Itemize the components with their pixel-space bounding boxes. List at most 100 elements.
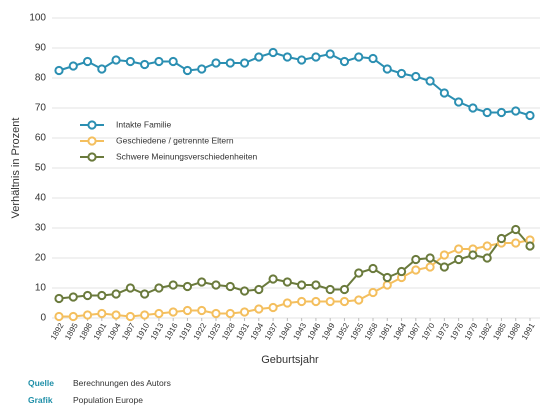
y-tick-label: 0 xyxy=(40,313,46,324)
x-tick-label: 1964 xyxy=(391,321,408,341)
data-point xyxy=(454,254,464,265)
data-point xyxy=(297,280,307,290)
data-point xyxy=(168,307,178,317)
data-point xyxy=(482,241,492,251)
data-point xyxy=(496,233,507,244)
data-point xyxy=(482,253,492,263)
x-tick-label: 1961 xyxy=(377,321,394,341)
x-tick-label: 1946 xyxy=(306,321,323,341)
x-tick-label: 1952 xyxy=(334,321,351,341)
data-point xyxy=(111,55,121,65)
data-point xyxy=(411,254,421,265)
x-tick-label: 1955 xyxy=(349,321,366,341)
data-point xyxy=(182,281,193,292)
data-point xyxy=(282,277,292,287)
legend-label: Intakte Familie xyxy=(116,119,172,129)
data-point xyxy=(368,53,378,64)
data-point xyxy=(339,284,350,295)
data-point xyxy=(339,296,350,307)
x-tick-label: 1958 xyxy=(363,321,380,341)
data-point xyxy=(411,71,421,82)
x-tick-label: 1928 xyxy=(220,321,237,341)
y-tick-label: 100 xyxy=(29,13,46,24)
data-point xyxy=(68,61,78,71)
x-tick-label: 1991 xyxy=(520,321,537,341)
x-tick-label: 1940 xyxy=(277,321,294,341)
data-point xyxy=(368,287,378,298)
x-tick-label: 1925 xyxy=(206,321,223,341)
x-tick-label: 1979 xyxy=(463,321,480,341)
data-point xyxy=(511,224,521,235)
x-tick-label: 1898 xyxy=(77,321,94,341)
x-tick-label: 1967 xyxy=(406,321,423,341)
legend-marker xyxy=(87,120,97,130)
data-point xyxy=(111,289,121,299)
footer-text: Berechnungen des Autors xyxy=(73,378,171,388)
y-tick-label: 60 xyxy=(35,133,47,144)
data-point xyxy=(325,284,335,295)
data-point xyxy=(311,296,321,307)
footer-row: Grafik Population Europe xyxy=(28,395,143,405)
data-point xyxy=(425,253,435,263)
legend-marker xyxy=(87,136,97,146)
data-point xyxy=(396,68,407,79)
data-point xyxy=(268,274,278,284)
data-point xyxy=(254,304,264,314)
data-point xyxy=(225,58,235,68)
x-tick-label: 1919 xyxy=(177,321,194,341)
data-point xyxy=(111,310,121,320)
x-tick-label: 1922 xyxy=(192,321,209,341)
x-tick-label: 1970 xyxy=(420,321,437,341)
data-point xyxy=(197,277,207,287)
data-point xyxy=(439,250,449,260)
data-point xyxy=(211,280,221,290)
y-tick-label: 70 xyxy=(35,103,47,114)
data-point xyxy=(297,55,307,65)
x-tick-label: 1916 xyxy=(163,321,180,341)
data-point xyxy=(125,311,135,322)
data-point xyxy=(125,283,135,293)
y-tick-label: 40 xyxy=(35,193,47,204)
data-point xyxy=(425,76,435,86)
y-tick-label: 30 xyxy=(35,223,47,234)
x-tick-label: 1943 xyxy=(292,321,309,341)
data-point xyxy=(525,241,535,251)
data-point xyxy=(382,280,392,290)
data-point xyxy=(97,308,107,319)
data-point xyxy=(354,52,364,62)
data-point xyxy=(297,296,307,307)
x-tick-label: 1901 xyxy=(92,321,109,341)
data-point xyxy=(325,49,335,59)
data-point xyxy=(311,280,321,290)
x-tick-label: 1892 xyxy=(49,321,66,341)
data-point xyxy=(311,52,321,62)
series-line xyxy=(58,51,531,117)
data-point xyxy=(82,310,93,320)
data-point xyxy=(468,250,478,260)
legend-label: Geschiedene / getrennte Eltern xyxy=(116,135,234,145)
footer-key: Grafik xyxy=(28,395,53,405)
x-tick-label: 1904 xyxy=(106,321,123,341)
x-tick-label: 1988 xyxy=(506,321,523,341)
data-point xyxy=(225,281,235,292)
series-line xyxy=(58,228,531,300)
data-point xyxy=(54,65,64,76)
x-axis-label: Geburtsjahr xyxy=(261,354,319,366)
data-point xyxy=(268,302,278,313)
data-point xyxy=(411,265,421,275)
data-point xyxy=(168,280,178,290)
data-point xyxy=(439,262,449,272)
data-point xyxy=(154,56,164,67)
y-tick-label: 20 xyxy=(35,253,47,264)
x-tick-label: 1913 xyxy=(149,321,166,341)
data-point xyxy=(282,298,292,308)
series-line xyxy=(59,239,531,318)
x-tick-label: 1931 xyxy=(234,321,251,341)
data-point xyxy=(54,311,64,322)
data-point xyxy=(511,106,521,116)
data-point xyxy=(511,238,521,248)
footer-row: Quelle Berechnungen des Autors xyxy=(28,378,171,388)
data-point xyxy=(354,295,364,305)
data-point xyxy=(211,58,221,68)
